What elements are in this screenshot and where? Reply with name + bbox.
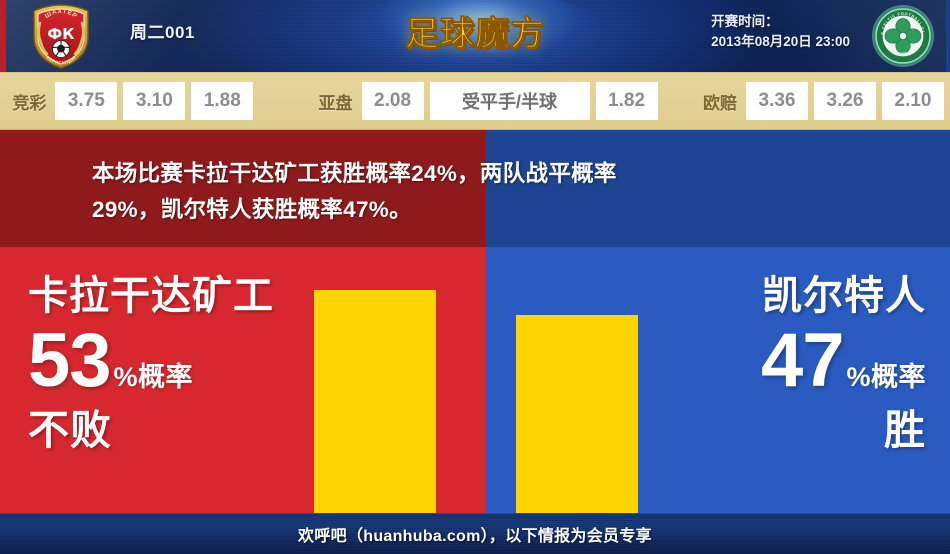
statement-line-2: 29%，凯尔特人获胜概率47%。 (92, 197, 412, 222)
statement-text: 本场比赛卡拉干达矿工获胜概率24%，两队战平概率 29%，凯尔特人获胜概率47%… (92, 156, 892, 228)
odds-cell-yapan-1[interactable]: 2.08 (361, 82, 424, 120)
svg-text:ФК: ФК (47, 25, 75, 43)
svg-text:1888: 1888 (898, 51, 908, 57)
brand-logo: 足球魔方 (350, 0, 600, 72)
statement-band-home-half (0, 130, 486, 247)
header-right-edge (946, 0, 950, 72)
away-probability-bar (516, 315, 638, 513)
odds-cell-oupei-1[interactable]: 3.36 (746, 82, 808, 120)
kickoff-label: 开赛时间： (711, 14, 779, 29)
away-probability-unit: %概率 (846, 362, 926, 392)
odds-cell-yapan-handicap[interactable]: 受平手/半球 (429, 82, 590, 120)
odds-bar: 竞彩 3.75 3.10 1.88 亚盘 2.08 受平手/半球 1.82 欧赔… (0, 72, 950, 130)
odds-label-jingcai: 竞彩 (12, 93, 47, 113)
odds-cell-yapan-2[interactable]: 1.82 (595, 82, 658, 120)
odds-cell-jingcai-1[interactable]: 3.75 (55, 82, 118, 120)
home-verdict: 不败 (28, 407, 112, 453)
kickoff-value: 2013年08月20日 23:00 (711, 34, 850, 49)
odds-group-yapan: 亚盘 2.08 受平手/半球 1.82 (319, 82, 664, 120)
odds-cell-oupei-3[interactable]: 2.10 (882, 82, 944, 120)
away-team-name: 凯尔特人 (762, 274, 926, 318)
odds-cell-oupei-2[interactable]: 3.26 (814, 82, 876, 120)
statement-band: 本场比赛卡拉干达矿工获胜概率24%，两队战平概率 29%，凯尔特人获胜概率47%… (0, 130, 950, 247)
odds-cell-jingcai-2[interactable]: 3.10 (123, 82, 186, 120)
footer-bar: 欢呼吧（huanhuba.com），以下情报为会员专享 (0, 513, 950, 554)
brand-logo-text: 足球魔方 (405, 14, 545, 55)
home-probability-bar (314, 290, 436, 513)
home-team-name: 卡拉干达矿工 (28, 274, 274, 318)
home-probability-value: 53 (28, 318, 112, 403)
odds-group-jingcai: 竞彩 3.75 3.10 1.88 (12, 82, 259, 120)
odds-cell-jingcai-3[interactable]: 1.88 (191, 82, 254, 120)
celtic-fc-crest-icon: THE CELTIC FOOTBALL CLUB 1888 (868, 0, 936, 68)
odds-label-yapan: 亚盘 (318, 93, 353, 113)
match-number: 周二001 (130, 23, 195, 42)
odds-group-oupei: 欧赔 3.36 3.26 2.10 (703, 82, 950, 120)
odds-label-oupei: 欧赔 (703, 93, 737, 113)
home-team-block: 卡拉干达矿工 53 %概率 不败 (28, 272, 314, 456)
header-bar: ШАХТЕР ФК КАРАГАНДЫ 周二001 足球魔 (0, 0, 950, 72)
away-team-block: 凯尔特人 47 %概率 胜 (626, 272, 926, 456)
away-probability-row: 47 %概率 (626, 322, 926, 400)
statement-line-1: 本场比赛卡拉干达矿工获胜概率24%，两队战平概率 (92, 161, 617, 186)
shakhter-karagandy-crest-icon: ШАХТЕР ФК КАРАГАНДЫ (24, 3, 98, 70)
away-probability-value: 47 (760, 318, 845, 403)
home-probability-unit: %概率 (113, 362, 194, 392)
kickoff-info: 开赛时间： 2013年08月20日 23:00 (711, 12, 850, 52)
statement-band-away-half (486, 130, 950, 247)
away-verdict: 胜 (884, 407, 926, 453)
home-probability-row: 53 %概率 (28, 322, 314, 400)
footer-text: 欢呼吧（huanhuba.com），以下情报为会员专享 (298, 528, 652, 545)
header-left-edge (0, 0, 6, 72)
